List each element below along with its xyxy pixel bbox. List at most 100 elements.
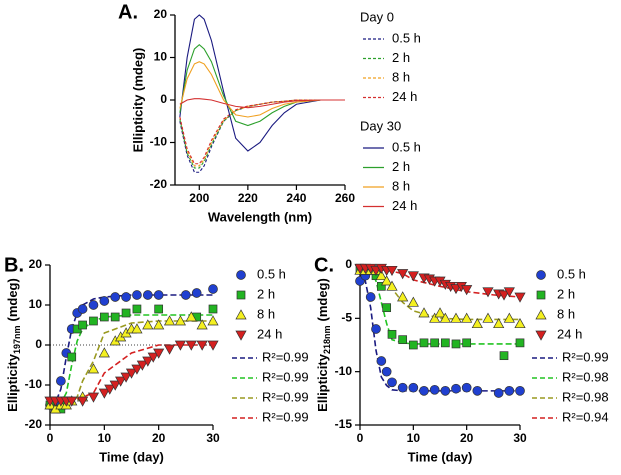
legend-marker: [236, 270, 246, 280]
x-axis-title: Wavelength (nm): [208, 209, 312, 224]
y-tick-label: 0: [35, 337, 42, 351]
marker: [482, 287, 494, 298]
y-tick-label: -10: [150, 135, 168, 149]
legend-label: 2 h: [392, 159, 410, 174]
marker: [196, 319, 208, 330]
legend-label: 2 h: [392, 50, 410, 65]
marker: [208, 284, 218, 294]
y-axis-title-sub: 218nm: [322, 326, 332, 355]
marker: [180, 290, 191, 300]
y-tick-label: 0: [160, 92, 167, 106]
marker: [450, 312, 462, 323]
marker: [66, 396, 78, 407]
legend-fit-label: R²=0.94: [562, 409, 609, 424]
y-tick-label: -10: [25, 377, 43, 391]
marker: [504, 386, 515, 396]
marker: [493, 388, 504, 398]
marker: [451, 383, 461, 394]
marker: [77, 304, 88, 314]
marker: [398, 335, 408, 345]
marker: [78, 320, 87, 330]
marker: [397, 382, 408, 393]
y-axis-title-sub: 197nm: [12, 326, 22, 355]
marker: [387, 377, 397, 388]
y-tick-label: 20: [154, 7, 168, 21]
marker: [376, 281, 386, 291]
marker: [386, 265, 398, 277]
legend-label: 8 h: [392, 178, 410, 193]
marker: [56, 376, 66, 386]
marker: [98, 388, 110, 399]
marker: [381, 366, 392, 377]
legend-marker: [235, 309, 247, 320]
spectrum-line: [179, 99, 345, 167]
marker: [493, 317, 505, 329]
marker: [132, 304, 142, 314]
marker: [381, 275, 393, 286]
marker: [115, 376, 127, 387]
x-tick-label: 220: [238, 191, 258, 205]
legend-label: 24 h: [257, 326, 282, 341]
legend-group-title: Day 0: [360, 9, 394, 24]
legend-label: 8 h: [257, 306, 275, 321]
y-tick-label: 10: [29, 297, 43, 311]
legend-marker: [536, 270, 546, 280]
x-tick-label: 240: [286, 191, 306, 205]
marker: [376, 356, 387, 366]
marker: [153, 319, 165, 330]
legend-label: 24 h: [392, 89, 417, 104]
legend-label: 8 h: [557, 306, 575, 321]
y-tick-label: -10: [335, 364, 353, 378]
spectrum-line: [179, 61, 345, 118]
marker: [387, 329, 397, 339]
legend-label: 8 h: [392, 69, 410, 84]
y-tick-label: 20: [29, 257, 43, 271]
y-axis-title: Ellipticity (mdeg): [130, 48, 145, 153]
marker: [163, 344, 176, 355]
panel-label: C.: [314, 254, 334, 276]
marker: [397, 291, 409, 302]
marker: [440, 386, 451, 396]
spectrum-line: [179, 99, 345, 173]
legend-fit-label: R²=0.99: [262, 369, 309, 384]
marker: [430, 338, 440, 348]
y-tick-label: -5: [341, 311, 352, 325]
marker: [99, 296, 110, 306]
y-axis-title: Ellipticity218nm (mdeg): [315, 278, 332, 412]
legend-label: 24 h: [392, 198, 417, 213]
marker: [120, 372, 132, 383]
spectrum-line: [179, 98, 345, 109]
marker: [147, 352, 159, 363]
marker: [514, 292, 526, 303]
legend-label: 0.5 h: [392, 30, 421, 45]
marker: [386, 280, 398, 291]
legend-marker: [535, 309, 547, 320]
marker: [375, 269, 387, 281]
marker: [371, 324, 381, 334]
marker: [87, 363, 100, 374]
marker: [88, 300, 99, 310]
marker: [174, 340, 186, 351]
marker: [77, 396, 89, 407]
marker: [207, 340, 219, 351]
marker: [132, 290, 142, 300]
marker: [472, 386, 483, 396]
marker: [185, 311, 197, 322]
legend-marker: [535, 330, 547, 341]
x-tick-label: 30: [513, 431, 527, 445]
legend-label: 0.5 h: [392, 139, 421, 154]
marker: [515, 386, 525, 396]
legend-fit-label: R²=0.98: [562, 369, 609, 384]
marker: [419, 338, 429, 348]
marker: [89, 316, 98, 326]
x-tick-label: 260: [335, 191, 355, 205]
marker: [142, 290, 153, 300]
marker: [121, 292, 131, 302]
legend-marker: [536, 290, 546, 300]
y-tick-label: -20: [150, 177, 168, 191]
x-tick-label: 0: [47, 431, 54, 445]
marker: [163, 315, 176, 326]
marker: [434, 307, 446, 318]
marker: [110, 292, 121, 302]
marker: [471, 317, 483, 329]
